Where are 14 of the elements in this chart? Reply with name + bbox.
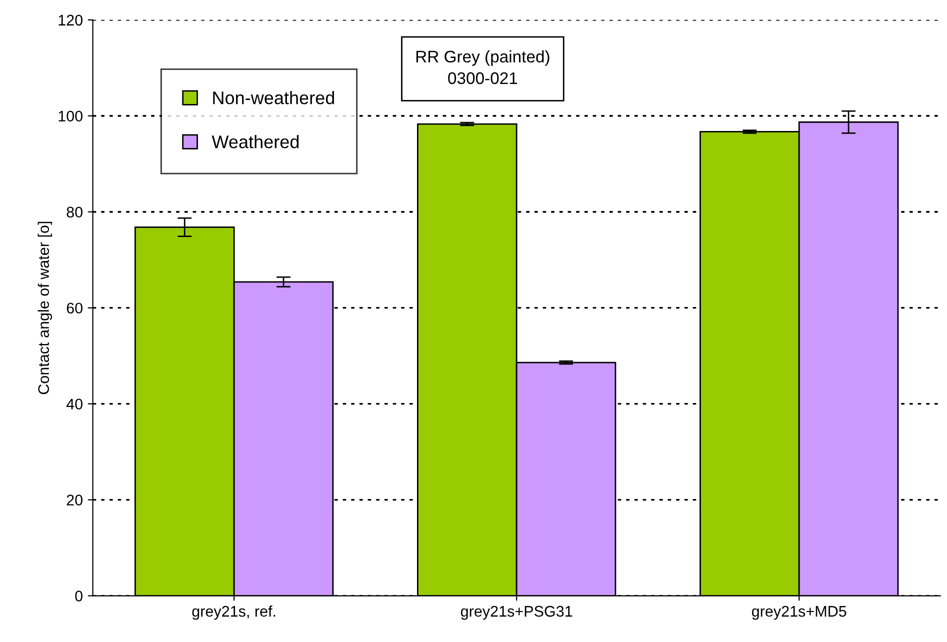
x-tick-label: grey21s+MD5	[752, 606, 846, 620]
y-axis-title: Contact angle of water [o]	[38, 222, 52, 394]
legend-label: Non-weathered	[213, 91, 334, 104]
y-tick-label: 80	[66, 206, 82, 218]
y-tick-label: 40	[66, 398, 82, 410]
x-tick-label: grey21s, ref.	[192, 606, 276, 620]
y-tick-label: 100	[58, 110, 82, 122]
legend-label: Weathered	[212, 135, 299, 148]
y-tick-label: 120	[58, 14, 82, 26]
x-tick-label: grey21s+PSG31	[460, 606, 572, 620]
annotation: RR Grey (painted) 0300-021	[416, 50, 550, 84]
y-tick-label: 20	[66, 494, 82, 506]
y-tick-label: 60	[66, 302, 82, 314]
y-tick-label: 0	[75, 590, 82, 602]
